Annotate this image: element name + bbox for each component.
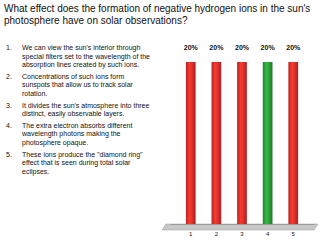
bar (263, 62, 273, 224)
text-line: photosphere have on solar observations? (4, 15, 188, 26)
text-line: special filters set to the wavelength of… (22, 53, 150, 61)
bar (237, 62, 247, 224)
tick: 5 (292, 224, 296, 237)
answer-number: 3. (6, 102, 12, 109)
answer-number: 5. (6, 151, 12, 158)
text-line: We can view the sun's interior through (22, 44, 140, 52)
bar (186, 62, 196, 224)
answer-number: 2. (6, 73, 12, 80)
text-line: These ions produce the "diamond ring" (22, 151, 143, 159)
text-line: sunspots that allow us to track solar (22, 81, 134, 89)
answer-text: We can view the sun's interior throughsp… (22, 44, 150, 69)
data-label: 20% (184, 44, 199, 51)
text-line: The extra electron absorbs different (22, 122, 132, 129)
tick-label: 4 (266, 231, 270, 237)
text-line: photosphere opaque. (22, 139, 88, 147)
tick: 1 (189, 224, 193, 237)
text-line: rotation. (22, 90, 47, 97)
bars (186, 62, 298, 224)
answer-number: 4. (6, 122, 12, 129)
answer-text: Concentrations of such ions formsunspots… (22, 73, 134, 97)
bar (288, 62, 298, 224)
text-line: eclipses. (22, 168, 49, 176)
tick-label: 1 (189, 231, 193, 237)
text-line: effect that is seen during total solar (22, 159, 131, 167)
data-label: 20% (209, 44, 224, 51)
tick-label: 3 (240, 231, 244, 237)
text-line: What effect does the formation of negati… (4, 3, 310, 14)
text-line: It divides the sun's atmosphere into thr… (22, 102, 150, 110)
data-label: 20% (286, 44, 301, 51)
text-line: wavelength photons making the (21, 130, 121, 138)
tick: 4 (266, 224, 270, 237)
answer-text: These ions produce the "diamond ring"eff… (22, 151, 143, 176)
data-label: 20% (235, 44, 250, 51)
chart: What effect does the formation of negati… (0, 0, 320, 240)
data-labels: 20% 20% 20% 20% 20% (184, 44, 301, 51)
platform (162, 224, 318, 230)
data-label: 20% (261, 44, 276, 51)
x-axis: 1 2 3 4 5 (171, 224, 315, 237)
text-line: distinct, easily observable layers. (22, 110, 124, 118)
tick-label: 5 (292, 231, 296, 237)
answer-number: 1. (6, 44, 12, 51)
axis-line (171, 224, 315, 225)
text-line: absorption lines created by such ions. (22, 61, 139, 69)
title: What effect does the formation of negati… (4, 3, 310, 26)
answer-text: The extra electron absorbs differentwave… (21, 122, 132, 147)
tick: 2 (215, 224, 219, 237)
answer-text: It divides the sun's atmosphere into thr… (22, 102, 150, 119)
tick: 3 (240, 224, 244, 237)
text-line: Concentrations of such ions form (22, 73, 124, 80)
bar (212, 62, 222, 224)
tick-label: 2 (215, 231, 219, 237)
